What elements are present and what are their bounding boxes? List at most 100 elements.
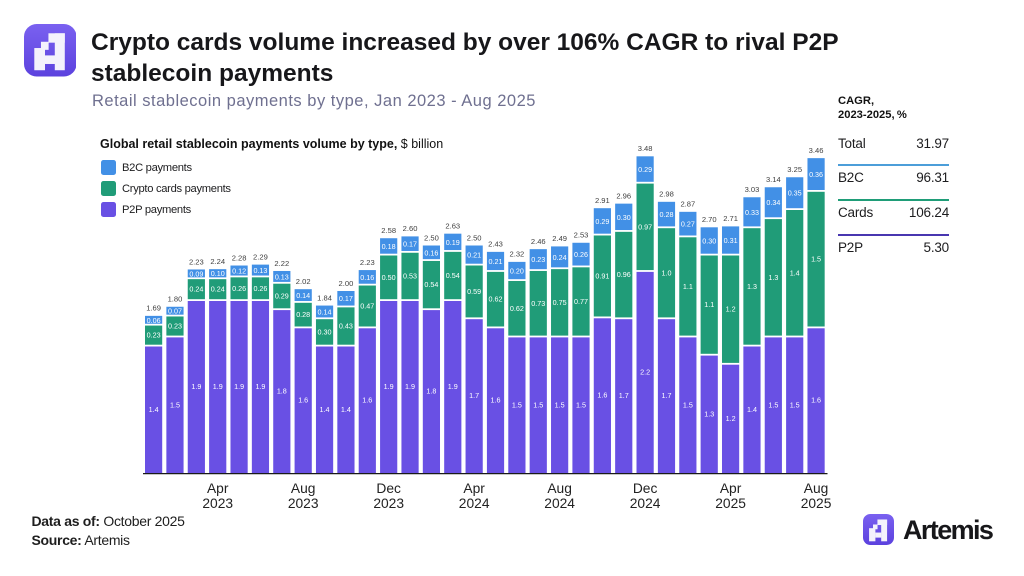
svg-text:0.59: 0.59 [467,287,481,296]
svg-text:0.77: 0.77 [574,297,588,306]
svg-text:1.6: 1.6 [491,396,501,405]
svg-text:0.30: 0.30 [617,213,631,222]
svg-text:2.70: 2.70 [702,215,717,224]
svg-text:0.30: 0.30 [702,236,716,245]
svg-text:1.5: 1.5 [512,400,522,409]
svg-text:1.9: 1.9 [384,382,394,391]
svg-text:0.23: 0.23 [168,322,182,331]
svg-text:1.9: 1.9 [255,382,265,391]
svg-text:0.29: 0.29 [595,217,609,226]
svg-text:0.47: 0.47 [360,302,374,311]
svg-text:2.2: 2.2 [640,367,650,376]
svg-text:1.2: 1.2 [726,414,736,423]
svg-text:0.96: 0.96 [617,270,631,279]
svg-text:1.1: 1.1 [683,282,693,291]
svg-text:1.7: 1.7 [661,391,671,400]
svg-text:2.43: 2.43 [488,240,503,249]
svg-text:Aug: Aug [804,481,829,496]
svg-text:2024: 2024 [459,496,490,511]
svg-text:0.26: 0.26 [574,250,588,259]
svg-text:0.07: 0.07 [168,307,182,316]
svg-text:1.3: 1.3 [704,409,714,418]
svg-text:1.9: 1.9 [213,382,223,391]
svg-text:0.06: 0.06 [147,316,161,325]
svg-text:1.1: 1.1 [704,300,714,309]
svg-text:0.16: 0.16 [424,248,438,257]
svg-text:2.02: 2.02 [296,277,311,286]
svg-text:1.4: 1.4 [790,268,800,277]
svg-text:0.26: 0.26 [232,284,246,293]
svg-text:3.03: 3.03 [745,185,760,194]
svg-text:0.20: 0.20 [510,266,524,275]
svg-text:1.7: 1.7 [619,391,629,400]
svg-text:0.34: 0.34 [766,198,780,207]
svg-text:0.36: 0.36 [809,170,823,179]
svg-text:2025: 2025 [801,496,832,511]
svg-text:0.13: 0.13 [253,266,267,275]
svg-text:1.0: 1.0 [661,268,671,277]
svg-text:0.54: 0.54 [424,280,438,289]
svg-text:0.18: 0.18 [382,242,396,251]
svg-text:0.16: 0.16 [360,273,374,282]
svg-text:0.14: 0.14 [296,291,310,300]
svg-text:2.46: 2.46 [531,237,546,246]
svg-text:2.24: 2.24 [210,257,225,266]
svg-text:1.9: 1.9 [234,382,244,391]
svg-text:0.75: 0.75 [553,298,567,307]
svg-text:1.9: 1.9 [448,382,458,391]
svg-text:2.23: 2.23 [360,258,375,267]
svg-text:2.96: 2.96 [616,191,631,200]
svg-text:0.53: 0.53 [403,271,417,280]
svg-text:Dec: Dec [633,481,658,496]
svg-text:2023: 2023 [373,496,404,511]
svg-text:1.5: 1.5 [790,400,800,409]
svg-text:1.8: 1.8 [426,387,436,396]
svg-text:1.6: 1.6 [811,396,821,405]
svg-text:1.6: 1.6 [298,396,308,405]
svg-text:1.9: 1.9 [191,382,201,391]
svg-text:0.30: 0.30 [318,327,332,336]
svg-text:0.28: 0.28 [296,310,310,319]
svg-text:2024: 2024 [630,496,661,511]
svg-text:1.6: 1.6 [597,391,607,400]
svg-text:Aug: Aug [291,481,316,496]
svg-text:1.5: 1.5 [811,255,821,264]
svg-text:Aug: Aug [547,481,572,496]
svg-text:1.9: 1.9 [405,382,415,391]
svg-text:0.09: 0.09 [189,269,203,278]
svg-text:0.29: 0.29 [638,165,652,174]
svg-text:0.54: 0.54 [446,271,460,280]
svg-text:0.50: 0.50 [382,273,396,282]
svg-text:2.71: 2.71 [723,214,738,223]
svg-text:1.5: 1.5 [533,400,543,409]
svg-text:0.23: 0.23 [147,331,161,340]
svg-text:Dec: Dec [376,481,401,496]
svg-text:Apr: Apr [207,481,229,496]
svg-text:0.29: 0.29 [275,292,289,301]
svg-text:1.7: 1.7 [469,391,479,400]
svg-text:3.14: 3.14 [766,175,781,184]
svg-text:1.69: 1.69 [146,304,161,313]
svg-text:2.23: 2.23 [189,257,204,266]
svg-text:1.2: 1.2 [726,305,736,314]
svg-text:0.91: 0.91 [595,271,609,280]
svg-text:2.50: 2.50 [467,233,482,242]
svg-text:1.6: 1.6 [362,396,372,405]
svg-text:1.4: 1.4 [320,405,330,414]
svg-text:0.10: 0.10 [211,269,225,278]
svg-text:3.48: 3.48 [638,144,653,153]
svg-text:2.22: 2.22 [274,259,289,268]
svg-text:0.14: 0.14 [318,307,332,316]
svg-text:0.27: 0.27 [681,220,695,229]
svg-text:0.31: 0.31 [724,236,738,245]
svg-text:0.62: 0.62 [510,304,524,313]
svg-text:0.12: 0.12 [232,266,246,275]
svg-text:2025: 2025 [715,496,746,511]
svg-text:0.24: 0.24 [553,253,567,262]
svg-text:2.91: 2.91 [595,196,610,205]
svg-text:0.23: 0.23 [531,255,545,264]
svg-text:0.97: 0.97 [638,222,652,231]
svg-text:1.3: 1.3 [747,282,757,291]
svg-text:2.98: 2.98 [659,190,674,199]
svg-text:1.4: 1.4 [149,405,159,414]
